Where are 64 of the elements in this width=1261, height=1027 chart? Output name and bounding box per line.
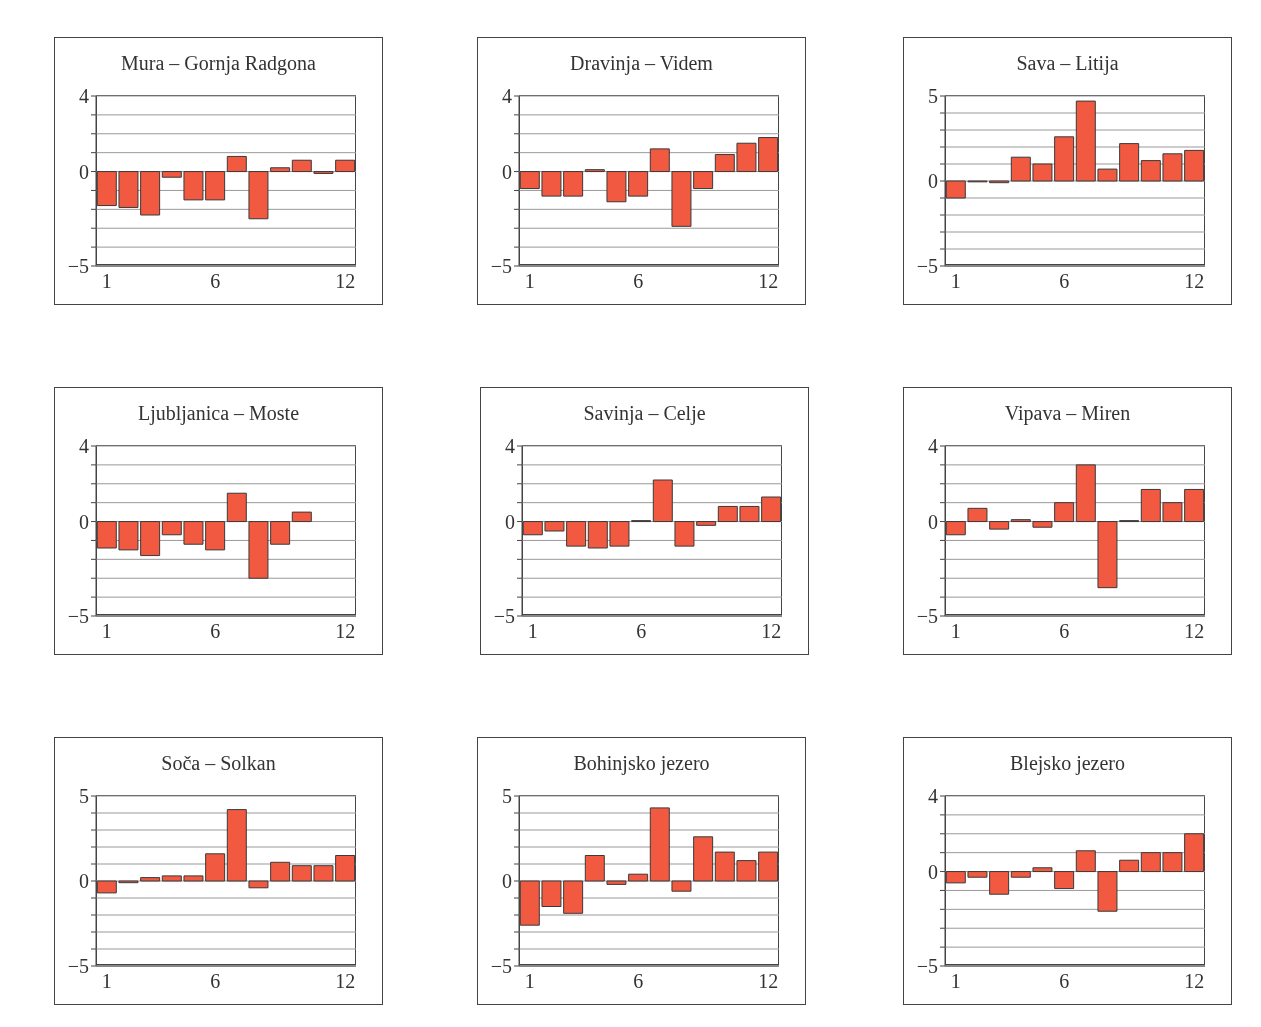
y-tick-label: −5	[490, 955, 512, 978]
chart-title: Sava – Litija	[1015, 52, 1120, 75]
x-tick-label: 1	[524, 970, 535, 993]
y-tick-label: 0	[928, 170, 938, 193]
y-tick-label: 0	[928, 510, 938, 533]
y-tick-label: 5	[928, 85, 938, 108]
y-tick-label: 4	[79, 85, 89, 108]
x-tick-label: 12	[758, 270, 779, 293]
chart-title: Soča – Solkan	[160, 752, 277, 775]
chart-title: Mura – Gornja Radgona	[120, 52, 317, 75]
x-tick-label: 1	[101, 270, 112, 293]
x-tick-label: 1	[101, 970, 112, 993]
x-tick-label: 6	[633, 970, 644, 993]
y-tick-label: 4	[502, 85, 512, 108]
y-tick-label: −5	[916, 255, 938, 278]
x-tick-label: 6	[210, 620, 221, 643]
x-tick-label: 12	[335, 270, 356, 293]
x-tick-label: 6	[633, 270, 644, 293]
y-tick-label: −5	[67, 955, 89, 978]
y-tick-label: 0	[505, 510, 515, 533]
x-tick-label: 12	[758, 970, 779, 993]
y-tick-label: 0	[928, 860, 938, 883]
y-tick-label: −5	[490, 255, 512, 278]
y-tick-label: 4	[505, 435, 515, 458]
chart-title: Vipava – Miren	[1003, 402, 1132, 425]
x-tick-label: 12	[335, 970, 356, 993]
y-tick-label: 4	[79, 435, 89, 458]
y-tick-label: −5	[916, 605, 938, 628]
chart-title: Savinja – Celje	[582, 402, 707, 425]
chart-title: Dravinja – Videm	[569, 52, 714, 75]
chart-title: Bohinjsko jezero	[572, 752, 711, 775]
y-tick-label: 0	[79, 870, 89, 893]
y-tick-label: 5	[502, 785, 512, 808]
chart-title: Blejsko jezero	[1009, 752, 1126, 775]
x-tick-label: 6	[1059, 270, 1070, 293]
x-tick-label: 1	[950, 620, 961, 643]
y-tick-label: 5	[79, 785, 89, 808]
x-tick-label: 6	[210, 270, 221, 293]
x-tick-label: 12	[1184, 970, 1205, 993]
y-tick-label: 0	[502, 160, 512, 183]
x-tick-label: 6	[1059, 620, 1070, 643]
y-tick-label: −5	[493, 605, 515, 628]
y-tick-label: 0	[79, 160, 89, 183]
x-tick-label: 1	[527, 620, 538, 643]
x-tick-label: 6	[1059, 970, 1070, 993]
y-tick-label: −5	[67, 255, 89, 278]
y-tick-label: 4	[928, 435, 938, 458]
x-tick-label: 12	[335, 620, 356, 643]
x-tick-label: 12	[761, 620, 782, 643]
y-tick-label: 0	[79, 510, 89, 533]
x-tick-label: 6	[636, 620, 647, 643]
y-tick-label: −5	[67, 605, 89, 628]
x-tick-label: 1	[524, 270, 535, 293]
x-tick-label: 6	[210, 970, 221, 993]
x-tick-label: 1	[950, 970, 961, 993]
x-tick-label: 12	[1184, 620, 1205, 643]
y-tick-label: 4	[928, 785, 938, 808]
chart-title: Ljubljanica – Moste	[136, 402, 301, 425]
bar	[291, 511, 312, 523]
x-tick-label: 1	[101, 620, 112, 643]
x-tick-label: 1	[950, 270, 961, 293]
y-tick-label: −5	[916, 955, 938, 978]
x-tick-label: 12	[1184, 270, 1205, 293]
y-tick-label: 0	[502, 870, 512, 893]
